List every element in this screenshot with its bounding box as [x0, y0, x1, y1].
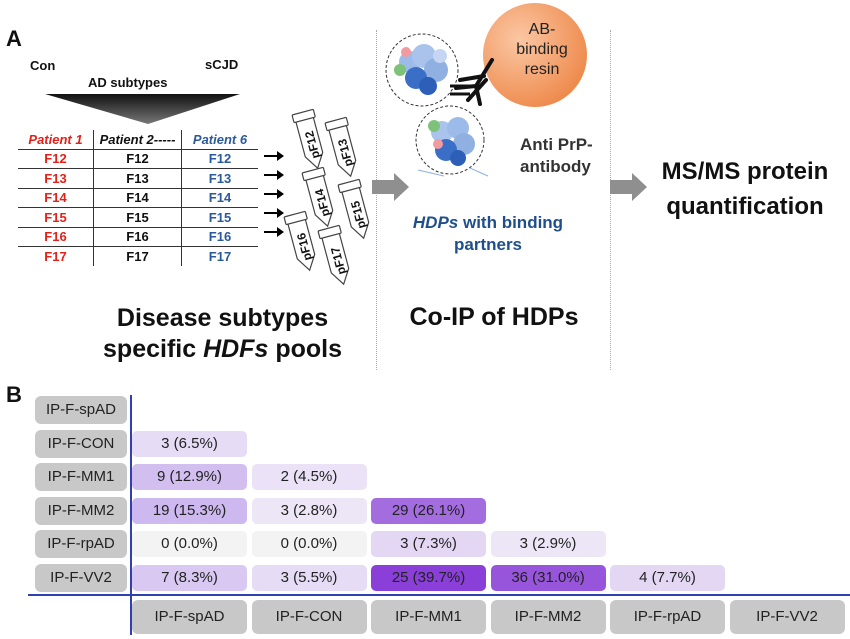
resin-bead [483, 3, 587, 107]
fraction-cell: F17 [93, 246, 182, 266]
column-label: IP-F-CON [251, 600, 367, 634]
fraction-cell: F16 [181, 226, 258, 247]
complex-2-outline [415, 105, 485, 175]
tube-pF12: pF12 [291, 108, 324, 170]
fraction-cell: F16 [93, 226, 182, 247]
antibody-label: Anti PrP- antibody [520, 135, 593, 176]
matrix-x-axis [28, 594, 850, 596]
fraction-cell: F16 [18, 226, 94, 247]
separator-1 [376, 30, 377, 370]
column-label: IP-F-VV2 [729, 600, 845, 634]
antibody-icon [454, 58, 494, 106]
matrix-cell: 25 (39.7%) [371, 564, 486, 591]
matrix-cell: 19 (15.3%) [132, 497, 247, 524]
pointer-line [417, 169, 445, 177]
column-label: IP-F-spAD [132, 600, 247, 634]
matrix-cell: 7 (8.3%) [132, 564, 247, 591]
arrow-icon [264, 208, 284, 218]
protein-complex-2 [428, 117, 475, 166]
tube-pF13: pF13 [324, 116, 357, 178]
pooling-arrows [264, 151, 284, 237]
fraction-cell: F15 [181, 207, 258, 227]
matrix-cell: 3 (2.9%) [490, 531, 606, 557]
arrow-icon [264, 189, 284, 199]
matrix-cell: 0 (0.0%) [132, 531, 247, 557]
tube-pF14: pF14 [301, 166, 334, 228]
matrix-cell: 3 (5.5%) [251, 564, 367, 591]
pools-title-line1: Disease subtypes [116, 304, 329, 332]
patient-2-header: Patient 2----- [93, 130, 182, 149]
arrow-right-icon [372, 173, 409, 201]
matrix-cell: 0 (0.0%) [251, 531, 367, 557]
tube-pF15: pF15 [337, 178, 370, 240]
matrix-cell: 3 (6.5%) [132, 430, 247, 457]
fraction-cell: F12 [93, 148, 182, 169]
fraction-cell: F13 [93, 168, 182, 188]
complex-1-outline [385, 33, 459, 107]
row-label: IP-F-MM2 [35, 496, 127, 525]
ad-subtypes-label: AD subtypes [88, 75, 168, 90]
fraction-cell: F14 [181, 187, 258, 208]
fraction-cell: F17 [18, 246, 94, 266]
arrow-icon [264, 151, 284, 161]
fraction-cell: F14 [18, 187, 94, 208]
pointer-line [469, 167, 489, 177]
matrix-cell: 36 (31.0%) [490, 564, 606, 591]
panel-b-label: B [6, 382, 22, 407]
ms-title: MS/MS protein quantification [661, 158, 829, 220]
tube-pF16: pF16 [283, 210, 316, 272]
scjd-label: sCJD [205, 57, 239, 72]
fraction-cell: F12 [181, 148, 258, 169]
matrix-cell: 2 (4.5%) [251, 464, 367, 490]
gray-arrow-1 [372, 173, 409, 201]
protein-complex-1 [394, 44, 448, 95]
row-label: IP-F-MM1 [35, 463, 127, 491]
separator-2 [610, 30, 611, 370]
antibody-heavy-chains [450, 84, 470, 96]
funnel-triangle [45, 94, 240, 124]
matrix-cell: 3 (7.3%) [371, 531, 486, 557]
resin-label: AB- binding resin [516, 21, 568, 78]
patient-6-header: Patient 6 [192, 131, 248, 147]
matrix-cell: 9 (12.9%) [132, 464, 247, 490]
fraction-cell: F13 [181, 168, 258, 188]
pooled-tubes: pF12 pF13 pF14 pF15 pF16 pF17 [283, 108, 370, 286]
fraction-cell: F12 [18, 148, 94, 169]
patient-1-header: Patient 1 [28, 131, 83, 147]
arrow-icon [264, 227, 284, 237]
fraction-cell: F13 [18, 168, 94, 188]
coip-title: Co-IP of HDPs [409, 303, 579, 331]
gray-arrow-2 [610, 173, 647, 201]
fraction-cell: F17 [181, 246, 258, 266]
patient-fraction-table: Patient 1 Patient 2----- Patient 6 F12 F1… [18, 130, 258, 266]
column-label: IP-F-MM1 [371, 600, 486, 634]
column-label: IP-F-rpAD [610, 600, 725, 634]
pools-title: Disease subtypes specific HDFs pools [75, 303, 370, 365]
column-label: IP-F-MM2 [490, 600, 606, 634]
row-label: IP-F-VV2 [35, 563, 127, 592]
matrix-cell: 4 (7.7%) [610, 564, 725, 591]
arrow-icon [264, 170, 284, 180]
row-label: IP-F-spAD [35, 396, 127, 424]
row-label: IP-F-rpAD [35, 530, 127, 558]
arrow-right-icon [610, 173, 647, 201]
fraction-cell: F15 [18, 207, 94, 227]
coip-illustration [385, 3, 587, 177]
matrix-cell: 29 (26.1%) [371, 497, 486, 524]
pools-title-line2: specific HDFs pools [103, 335, 342, 363]
fraction-cell: F15 [93, 207, 182, 227]
tube-pF17: pF17 [317, 224, 350, 286]
hdps-label: HDPs with binding partners [412, 213, 564, 254]
row-label: IP-F-CON [35, 429, 127, 458]
fraction-cell: F14 [93, 187, 182, 208]
con-label: Con [30, 58, 56, 73]
panel-a-label: A [6, 26, 22, 51]
matrix-cell: 3 (2.8%) [251, 497, 367, 524]
hdfs-italic: HDFs [203, 335, 269, 363]
matrix-y-axis [130, 395, 132, 635]
